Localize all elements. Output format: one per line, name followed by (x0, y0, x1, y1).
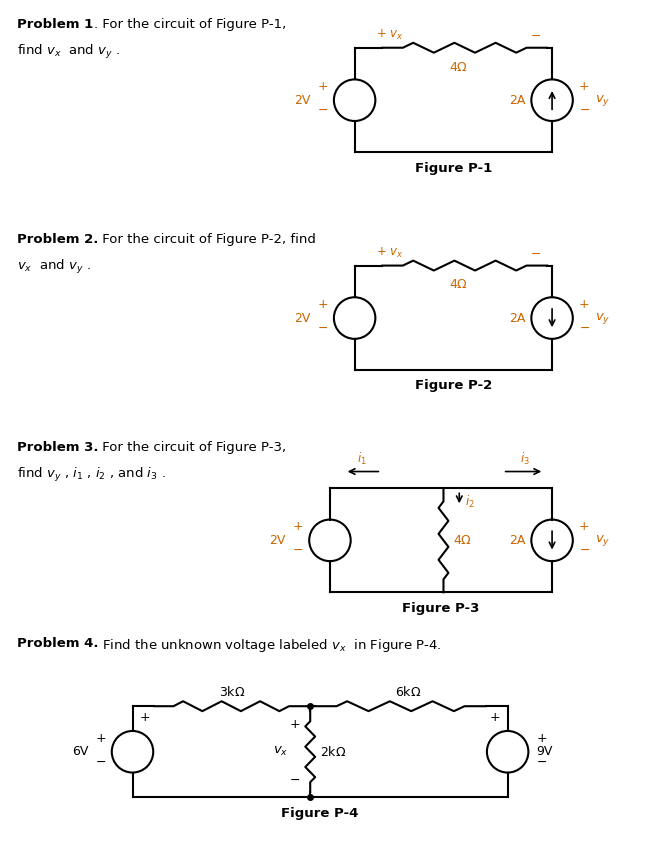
Text: $i_2$: $i_2$ (465, 494, 475, 510)
Text: 9V: 9V (537, 745, 553, 758)
Text: $-$: $-$ (530, 29, 541, 42)
Text: $-$: $-$ (317, 321, 328, 334)
Text: For the circuit of Figure P-3,: For the circuit of Figure P-3, (98, 441, 286, 454)
Text: 2A: 2A (509, 534, 526, 547)
Text: $-$: $-$ (537, 755, 548, 767)
Text: 3k$\Omega$: 3k$\Omega$ (219, 685, 245, 700)
Text: . For the circuit of Figure P-1,: . For the circuit of Figure P-1, (94, 18, 286, 31)
Text: +: + (579, 298, 589, 311)
Text: 4$\Omega$: 4$\Omega$ (449, 278, 468, 291)
Text: + $v_x$: + $v_x$ (376, 28, 404, 42)
Text: $v_y$: $v_y$ (595, 533, 610, 548)
Text: $v_y$: $v_y$ (595, 93, 610, 108)
Text: +: + (293, 520, 303, 533)
Text: $-$: $-$ (95, 755, 106, 767)
Text: Problem 2.: Problem 2. (17, 233, 98, 246)
Text: $v_x$  and $v_y$ .: $v_x$ and $v_y$ . (17, 257, 91, 276)
Text: 2V: 2V (294, 93, 310, 107)
Text: Find the unknown voltage labeled $v_x$  in Figure P-4.: Find the unknown voltage labeled $v_x$ i… (98, 637, 441, 654)
Text: 2A: 2A (509, 93, 526, 107)
Text: $-$: $-$ (289, 773, 301, 786)
Text: $-$: $-$ (579, 321, 590, 334)
Text: $i_1$: $i_1$ (357, 451, 366, 467)
Text: $-$: $-$ (579, 103, 590, 116)
Text: $-$: $-$ (292, 543, 303, 556)
Text: +: + (318, 81, 328, 93)
Text: $-$: $-$ (317, 103, 328, 116)
Text: 4$\Omega$: 4$\Omega$ (453, 534, 473, 547)
Text: +: + (95, 732, 106, 745)
Text: 2k$\Omega$: 2k$\Omega$ (320, 745, 346, 759)
Text: Figure P-1: Figure P-1 (415, 161, 492, 175)
Text: +: + (537, 732, 547, 745)
Text: +: + (490, 711, 501, 724)
Text: $-$: $-$ (579, 543, 590, 556)
Text: 6k$\Omega$: 6k$\Omega$ (394, 685, 421, 700)
Text: Figure P-2: Figure P-2 (415, 380, 492, 392)
Text: $i_3$: $i_3$ (520, 451, 529, 467)
Text: +: + (579, 81, 589, 93)
Text: +: + (318, 298, 328, 311)
Text: 2V: 2V (269, 534, 286, 547)
Text: Figure P-3: Figure P-3 (402, 602, 480, 616)
Text: $v_y$: $v_y$ (595, 311, 610, 325)
Text: Problem 3.: Problem 3. (17, 441, 98, 454)
Text: Problem 4.: Problem 4. (17, 637, 98, 649)
Text: +: + (579, 520, 589, 533)
Text: +: + (289, 717, 301, 730)
Text: 2A: 2A (509, 312, 526, 324)
Text: + $v_x$: + $v_x$ (376, 246, 404, 260)
Text: Problem 1: Problem 1 (17, 18, 93, 31)
Text: 2V: 2V (294, 312, 310, 324)
Text: For the circuit of Figure P-2, find: For the circuit of Figure P-2, find (98, 233, 316, 246)
Text: 6V: 6V (72, 745, 88, 758)
Text: 4$\Omega$: 4$\Omega$ (449, 60, 468, 74)
Text: Figure P-4: Figure P-4 (282, 807, 359, 820)
Text: $v_x$: $v_x$ (273, 745, 288, 758)
Text: find $v_x$  and $v_y$ .: find $v_x$ and $v_y$ . (17, 42, 120, 61)
Text: +: + (140, 711, 150, 724)
Text: $-$: $-$ (530, 247, 541, 260)
Text: find $v_y$ , $i_1$ , $i_2$ , and $i_3$ .: find $v_y$ , $i_1$ , $i_2$ , and $i_3$ . (17, 465, 166, 484)
